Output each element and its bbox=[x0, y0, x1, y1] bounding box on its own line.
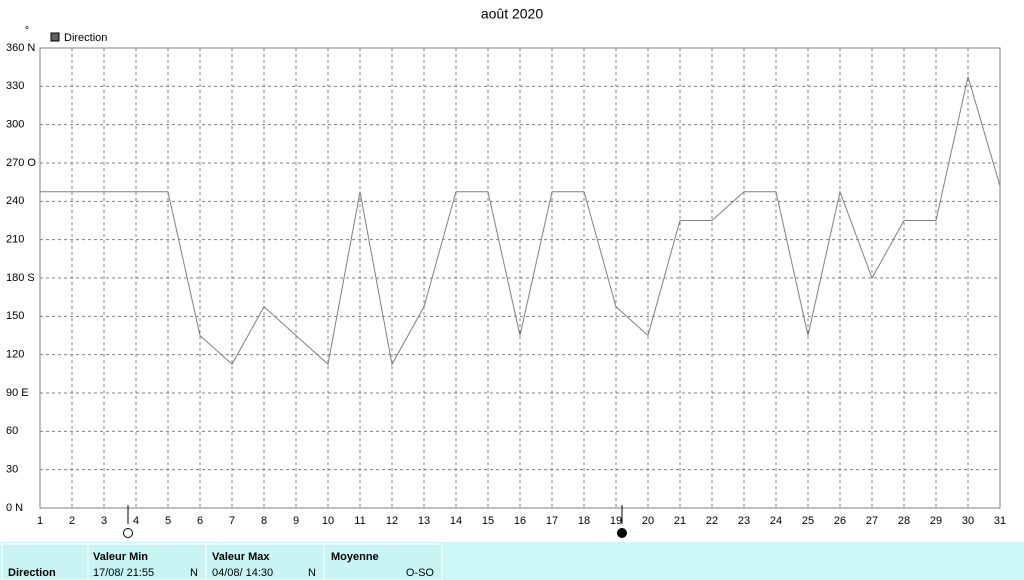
x-tick-label: 18 bbox=[578, 515, 590, 527]
y-tick-label: 270 O bbox=[6, 157, 36, 169]
y-tick-label: 240 bbox=[6, 195, 24, 207]
data-line bbox=[40, 76, 1001, 366]
plot-border bbox=[39, 47, 1001, 509]
legend-label: Direction bbox=[64, 32, 107, 44]
x-tick-label: 11 bbox=[354, 515, 365, 527]
x-tick-label: 21 bbox=[674, 515, 686, 527]
y-tick-label: 180 S bbox=[6, 272, 35, 284]
x-tick-label: 3 bbox=[101, 515, 107, 527]
y-tick-label: 60 bbox=[6, 425, 18, 437]
y-unit: ° bbox=[25, 25, 29, 37]
min-label: Valeur Min bbox=[93, 551, 148, 563]
x-tick-label: 26 bbox=[834, 515, 846, 527]
x-tick-label: 17 bbox=[546, 515, 558, 527]
mean-value: O-SO bbox=[406, 567, 435, 579]
new-moon-icon bbox=[617, 528, 627, 538]
y-tick-label: 360 N bbox=[6, 42, 35, 54]
x-tick-label: 14 bbox=[450, 515, 462, 527]
max-value: N bbox=[308, 567, 316, 579]
x-tick-label: 2 bbox=[69, 515, 75, 527]
x-tick-label: 4 bbox=[133, 515, 139, 527]
y-tick-label: 210 bbox=[6, 234, 24, 246]
x-tick-label: 7 bbox=[229, 515, 235, 527]
x-tick-label: 24 bbox=[770, 515, 782, 527]
x-tick-label: 6 bbox=[197, 515, 203, 527]
x-tick-label: 12 bbox=[386, 515, 398, 527]
x-tick-label: 28 bbox=[898, 515, 910, 527]
x-tick-label: 16 bbox=[514, 515, 526, 527]
x-tick-label: 15 bbox=[482, 515, 494, 527]
y-tick-label: 300 bbox=[6, 119, 24, 131]
x-tick-label: 20 bbox=[642, 515, 654, 527]
x-tick-label: 1 bbox=[37, 515, 43, 527]
x-tick-label: 8 bbox=[261, 515, 267, 527]
max-time: 04/08/ 14:30 bbox=[212, 567, 273, 579]
y-tick-label: 120 bbox=[6, 349, 24, 361]
max-label: Valeur Max bbox=[212, 551, 270, 563]
summary-name: Direction bbox=[8, 567, 56, 579]
y-tick-label: 30 bbox=[6, 464, 18, 476]
x-tick-label: 13 bbox=[418, 515, 430, 527]
min-time: 17/08/ 21:55 bbox=[93, 567, 154, 579]
full-moon-icon bbox=[123, 528, 133, 538]
x-tick-label: 27 bbox=[866, 515, 878, 527]
x-tick-label: 9 bbox=[293, 515, 299, 527]
x-tick-label: 10 bbox=[322, 515, 334, 527]
y-tick-label: 150 bbox=[6, 310, 24, 322]
y-tick-label: 330 bbox=[6, 80, 24, 92]
legend-swatch bbox=[50, 32, 60, 42]
min-value: N bbox=[190, 567, 198, 579]
x-tick-label: 29 bbox=[930, 515, 942, 527]
x-tick-label: 25 bbox=[802, 515, 814, 527]
x-tick-label: 5 bbox=[165, 515, 171, 527]
chart-title: août 2020 bbox=[481, 6, 543, 22]
y-tick-label: 0 N bbox=[6, 502, 23, 514]
x-tick-label: 19 bbox=[610, 515, 622, 527]
mean-label: Moyenne bbox=[331, 551, 379, 563]
x-tick-label: 30 bbox=[962, 515, 974, 527]
x-tick-label: 23 bbox=[738, 515, 750, 527]
x-tick-label: 31 bbox=[994, 515, 1006, 527]
x-tick-label: 22 bbox=[706, 515, 718, 527]
y-tick-label: 90 E bbox=[6, 387, 29, 399]
